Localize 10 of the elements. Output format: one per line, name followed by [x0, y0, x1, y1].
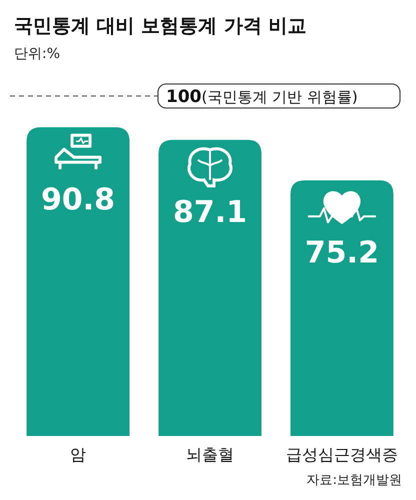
data-label: 75.2	[304, 235, 379, 270]
data-label: 87.1	[172, 194, 248, 230]
chart-subtitle: 단위:%	[14, 46, 60, 62]
x-tick-label: 암	[70, 445, 86, 464]
chart-title: 국민통계 대비 보험통계 가격 비교	[14, 15, 306, 37]
text: 자료:보험개발원	[306, 473, 402, 488]
ref-line-label: 100(국민통계 기반 위험률)	[166, 87, 358, 107]
x-tick-label: 급성심근경색증	[286, 445, 398, 464]
x-tick-label: 뇌출혈	[186, 445, 234, 464]
data-label: 90.8	[41, 182, 116, 218]
